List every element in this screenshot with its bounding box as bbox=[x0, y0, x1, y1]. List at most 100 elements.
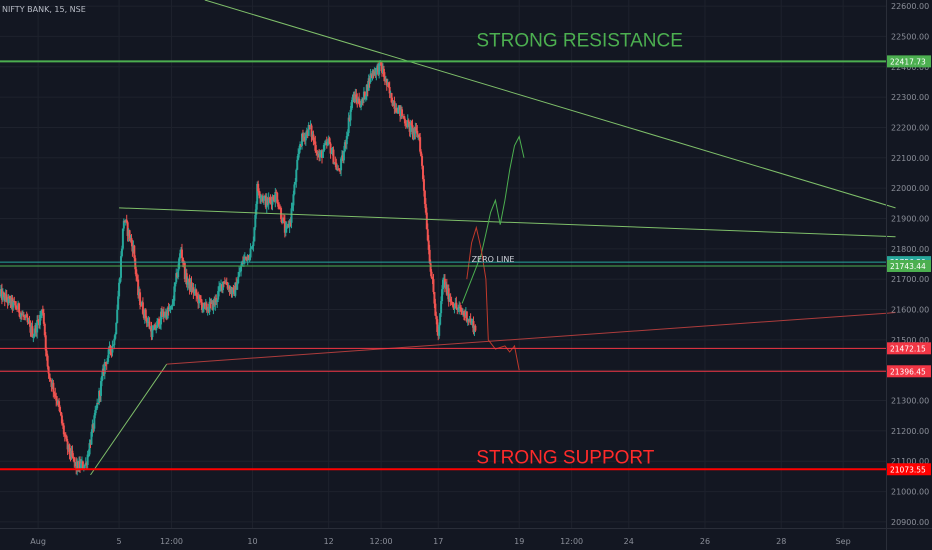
candle-body bbox=[151, 330, 154, 338]
candle-body bbox=[46, 355, 49, 367]
x-tick-label: 28 bbox=[776, 537, 786, 546]
candle-body bbox=[431, 277, 434, 280]
candle-body bbox=[114, 334, 117, 339]
candle-body bbox=[139, 292, 142, 305]
candle-body bbox=[14, 301, 17, 306]
candle-body bbox=[453, 307, 456, 309]
candle-body bbox=[351, 97, 354, 103]
candle-body bbox=[296, 159, 299, 170]
x-tick-label: 10 bbox=[247, 537, 257, 546]
candle-body bbox=[329, 143, 332, 154]
level-price-tag bbox=[887, 259, 931, 272]
candle-body bbox=[459, 306, 462, 308]
candle-body bbox=[382, 68, 385, 77]
candles bbox=[0, 60, 477, 476]
candle-body bbox=[435, 315, 438, 320]
candle-body bbox=[290, 208, 293, 223]
candle-body bbox=[42, 313, 45, 324]
zero-line-label: ZERO LINE bbox=[472, 255, 515, 264]
candle-body bbox=[168, 309, 171, 311]
level-price-label: 22417.73 bbox=[890, 57, 926, 66]
candle-body bbox=[250, 247, 253, 249]
y-tick-label: 21100.00 bbox=[891, 457, 929, 466]
candle-body bbox=[293, 184, 296, 195]
x-tick-label: 26 bbox=[700, 537, 710, 546]
grid bbox=[0, 0, 886, 528]
candle-body bbox=[415, 127, 418, 131]
candle-body bbox=[321, 151, 324, 158]
candle-body bbox=[162, 311, 165, 317]
candle-body bbox=[113, 338, 116, 346]
candle-body bbox=[424, 204, 427, 213]
candle-body bbox=[342, 151, 345, 161]
candle-body bbox=[441, 289, 444, 302]
candle-body bbox=[45, 350, 48, 356]
candle-body bbox=[193, 291, 196, 294]
candle-body bbox=[332, 149, 335, 164]
candle-body bbox=[285, 225, 288, 228]
candle-body bbox=[68, 444, 71, 454]
candle-body bbox=[452, 304, 455, 309]
candle-body bbox=[402, 115, 405, 119]
candle-body bbox=[323, 144, 326, 146]
candle-body bbox=[186, 282, 189, 285]
candle-body bbox=[174, 282, 177, 287]
candle-body bbox=[62, 425, 65, 435]
candle-body bbox=[259, 195, 262, 199]
candle-body bbox=[148, 321, 151, 329]
candle-body bbox=[159, 324, 162, 327]
candle-body bbox=[65, 436, 68, 442]
candle-body bbox=[242, 258, 245, 263]
candle-body bbox=[450, 301, 453, 303]
candle-body bbox=[397, 107, 400, 114]
candle-body bbox=[93, 415, 96, 429]
candle-body bbox=[97, 402, 100, 404]
candle-body bbox=[439, 313, 442, 325]
candle-body bbox=[86, 454, 89, 465]
candle-body bbox=[314, 141, 317, 151]
candle-body bbox=[307, 125, 310, 136]
candle-body bbox=[117, 296, 120, 310]
candle-body bbox=[54, 393, 57, 397]
candle-body bbox=[170, 306, 173, 308]
candle-body bbox=[39, 314, 42, 316]
candle-body bbox=[53, 391, 56, 394]
trendline bbox=[166, 312, 896, 365]
candle-body bbox=[436, 319, 439, 333]
x-tick-label: Aug bbox=[30, 537, 46, 546]
candle-body bbox=[173, 286, 176, 301]
price-levels bbox=[0, 60, 886, 471]
candle-body bbox=[88, 443, 91, 455]
candle-body bbox=[160, 311, 163, 325]
trendline bbox=[90, 363, 168, 476]
candle-body bbox=[262, 196, 265, 201]
candle-body bbox=[81, 461, 84, 469]
candle-body bbox=[313, 140, 316, 142]
candle-body bbox=[434, 303, 437, 316]
candle-body bbox=[200, 302, 203, 310]
x-tick-label: 5 bbox=[117, 537, 122, 546]
candle-body bbox=[128, 230, 131, 240]
candle-body bbox=[369, 73, 372, 83]
candle-body bbox=[158, 318, 161, 327]
candle-body bbox=[418, 135, 421, 138]
y-tick-label: 21600.00 bbox=[891, 306, 929, 315]
candle-body bbox=[403, 118, 406, 124]
level-price-label: 21073.55 bbox=[890, 465, 926, 474]
candle-body bbox=[298, 149, 301, 155]
candle-body bbox=[295, 169, 298, 182]
candle-body bbox=[310, 125, 313, 137]
time-axis[interactable]: Aug 5 12:00 10 12 12:00 17 19 12:00 24 26 28 Sep bbox=[30, 537, 850, 546]
price-level-labels: 22417.7321756.2021743.4421472.1521396.45… bbox=[887, 55, 931, 476]
candle-body bbox=[47, 366, 50, 374]
candle-body bbox=[130, 237, 133, 244]
candle-body bbox=[358, 98, 361, 105]
candle-body bbox=[301, 133, 304, 138]
candle-body bbox=[426, 229, 429, 241]
candle-body bbox=[269, 198, 272, 201]
candle-body bbox=[367, 78, 370, 91]
candle-body bbox=[406, 120, 409, 128]
candle-body bbox=[118, 282, 121, 297]
candle-body bbox=[5, 294, 8, 301]
